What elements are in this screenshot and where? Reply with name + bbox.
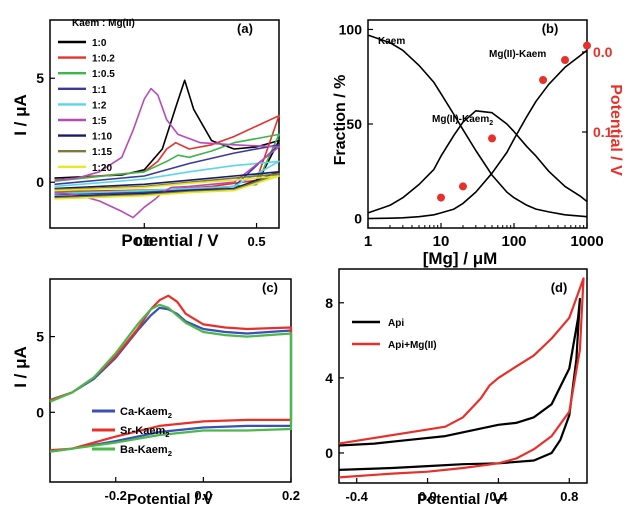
x-tick-label: 0.0 [135,234,153,249]
x-tick-label: 10 [433,233,450,250]
legend-label: Ca-Kaem2 [120,406,172,420]
curve-annotation: Mg(II)-Kaem [489,49,546,60]
panel-b-ylabel-right: Potential / V [607,84,624,176]
panel-b-label: (b) [542,21,559,36]
panel-d: (d) Potential / V -0.4 0.0 0.4 0.8 0 4 8 Api Api… [325,268,588,508]
series-line-Mg-II-Kaem [367,49,588,220]
y-tick-label: 5 [36,70,44,86]
x-tick-label: 1 [364,233,372,250]
data-point [539,76,548,84]
panel-d-label: (d) [551,280,568,295]
panel-a-xlabel: Potential / V [121,231,219,250]
series-line-Api-Mg-II- [338,277,585,479]
x-tick-label: 0.4 [489,489,508,504]
series-line-1-20 [54,175,280,200]
data-point [437,193,445,202]
series-line-Ba-Kaem2 [49,303,293,453]
curve-annotation: Kaem [378,36,405,47]
y-tick-label: 0 [325,445,333,461]
data-point [561,56,570,64]
x-tick-label: 100 [501,233,526,250]
series-line-Kaem [367,34,588,218]
legend-label: 1:10 [92,132,112,143]
panel-c: (c) Potential / V I / μA -0.2 0.0 0.2 0 5 Ca-… [11,278,300,508]
x-tick-label: -0.2 [105,488,127,503]
panel-d-frame [338,268,588,484]
y-tick-label: 0 [354,211,362,227]
legend-label: 1:0 [92,38,107,49]
x-tick-label: 0.5 [248,234,266,249]
series-line-1-15 [54,173,280,199]
panel-b-ylabel: Fraction / % [332,75,349,166]
curve-annotation: Mg(II)-Kaem2 [432,114,493,127]
panel-a-ylabel: I / μA [11,94,30,136]
legend-label: 1:15 [92,147,112,158]
x-tick-label: 1000 [570,233,603,250]
series-line-1-2 [54,160,280,195]
legend-label: 1:1 [92,85,107,96]
legend-label: Api [388,318,404,329]
y-tick-label: 8 [325,295,333,311]
panel-a-legend-title: Kaem : Mg(II) [72,18,135,29]
data-point [583,41,591,50]
series-line-1-10 [54,171,280,198]
legend-label: 1:0.5 [92,69,115,80]
panel-c-xlabel: Potential / V [127,491,213,508]
panel-c-label: (c) [262,280,278,295]
series-line-Sr-Kaem2 [49,294,293,452]
series-line-1-5 [54,87,280,219]
y-right-tick-label: 0.1 [593,124,613,140]
legend-label: Ba-Kaem2 [120,444,172,458]
panel-a-label: (a) [237,21,253,36]
panel-a-frame [49,19,280,229]
panel-b: (b) [Mg] / μM Fraction / % Potential / V… [332,19,624,268]
legend-label: 1:5 [92,116,107,127]
data-point [488,134,497,143]
y-tick-label: 5 [36,329,44,345]
y-tick-label: 50 [346,116,362,132]
legend-label: Api+Mg(II) [388,340,437,351]
series-line-Mg-II-Kaem2 [367,110,588,214]
y-right-tick-label: 0.0 [593,44,613,60]
legend-label: 1:0.2 [92,54,115,65]
panel-b-xlabel: [Mg] / μM [423,249,498,268]
x-tick-label: 0.0 [419,489,437,504]
legend-label: 1:2 [92,100,107,111]
y-tick-label: 0 [36,404,44,420]
series-line-1-1 [54,144,280,196]
y-tick-label: 0 [36,174,44,190]
series-line-Api [338,297,582,471]
panel-c-ylabel: I / μA [11,346,30,388]
y-tick-label: 4 [325,370,333,386]
x-tick-label: 0.2 [282,488,300,503]
panel-a: (a) Kaem : Mg(II) Potential / V I / μA 0… [11,18,280,250]
x-tick-label: 0.0 [194,488,212,503]
panel-d-xlabel: Potential / V [417,491,503,508]
legend-label: Sr-Kaem2 [120,425,170,439]
legend-label: 1:20 [92,163,112,174]
data-point [458,182,467,191]
x-tick-label: 0.8 [560,489,578,504]
y-tick-label: 100 [339,21,363,37]
x-tick-label: -0.4 [346,489,369,504]
